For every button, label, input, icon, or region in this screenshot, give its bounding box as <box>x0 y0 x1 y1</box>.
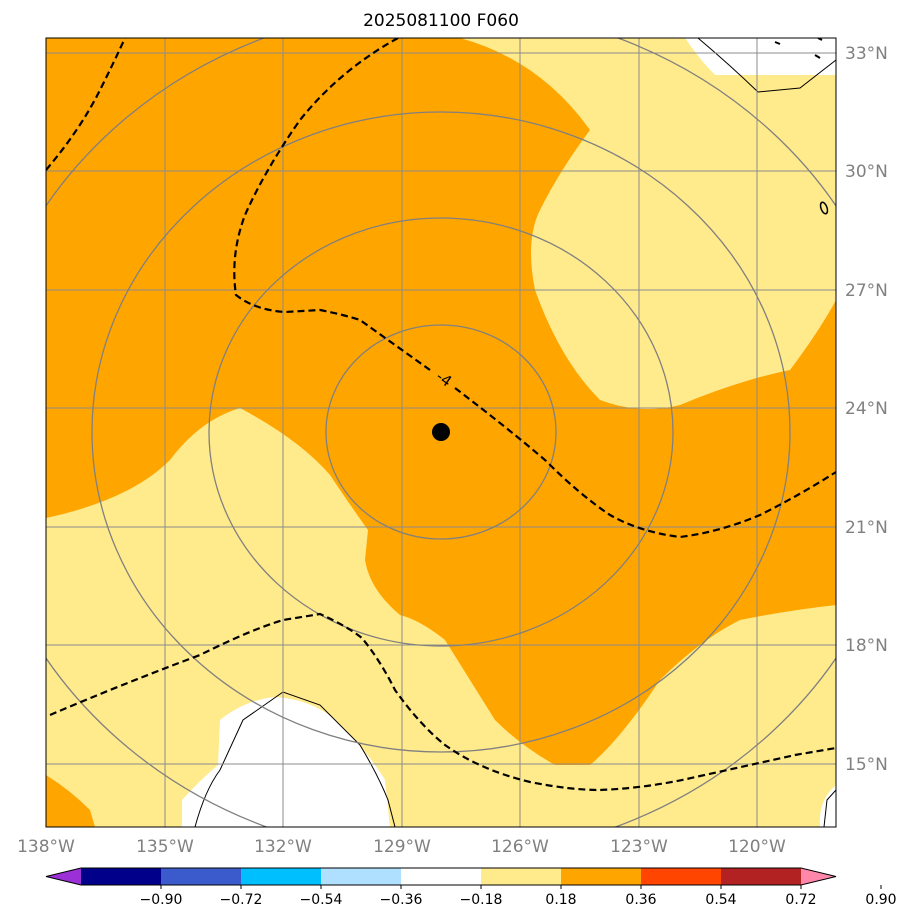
lon-label: 135°W <box>136 837 194 857</box>
lat-label: 30°N <box>845 162 888 182</box>
lon-label: 138°W <box>17 837 75 857</box>
field-orange-bottom-left <box>46 775 95 827</box>
colorbar-tick-label: −0.54 <box>300 892 343 908</box>
colorbar-tick-label: −0.36 <box>380 892 423 908</box>
colorbar-segment <box>721 868 802 885</box>
thin-contour-top-right <box>697 38 836 93</box>
colorbar-tick-label: −0.18 <box>460 892 503 908</box>
latitude-labels: 33°N 30°N 27°N 24°N 21°N 18°N 15°N <box>845 44 888 775</box>
range-rings <box>46 38 836 827</box>
colorbar-segment <box>481 868 562 885</box>
lon-label: 120°W <box>728 837 786 857</box>
lat-label: 33°N <box>845 44 888 64</box>
range-ring-2 <box>208 217 674 647</box>
colorbar-segment <box>641 868 722 885</box>
lat-label: 24°N <box>845 399 888 419</box>
field-white-bottom <box>182 697 390 827</box>
longitude-labels: 138°W 135°W 132°W 129°W 126°W 123°W 120°… <box>17 837 786 857</box>
longitude-gridlines <box>164 38 758 827</box>
colorbar-tick-label: 0.18 <box>545 892 576 908</box>
thin-contour-bottom <box>194 691 396 827</box>
map-panel: -4 <box>46 38 836 827</box>
colorbar-tick-label: 0.36 <box>625 892 656 908</box>
dashed-contour-main <box>233 38 836 539</box>
storm-center-marker <box>432 423 450 441</box>
colorbar-tick-label: 0.72 <box>785 892 816 908</box>
colorbar-tick-label: −0.90 <box>140 892 183 908</box>
colorbar-tick-label: 0.54 <box>705 892 736 908</box>
field-white-bottom-right <box>819 785 836 827</box>
lat-label: 18°N <box>845 636 888 656</box>
range-ring-3 <box>91 111 791 753</box>
colorbar-segment <box>561 868 642 885</box>
field-white-top-right <box>685 38 836 75</box>
lon-label: 123°W <box>610 837 668 857</box>
dashed-contour-top-left <box>46 38 127 171</box>
lat-label: 15°N <box>845 755 888 775</box>
colorbar-extend-low <box>46 868 81 885</box>
lat-label: 27°N <box>845 281 888 301</box>
colorbar-segment <box>401 868 482 885</box>
latitude-gridlines <box>46 52 836 765</box>
colorbar-outline <box>45 867 837 886</box>
colorbar-segment <box>321 868 402 885</box>
dashed-contours <box>46 38 836 792</box>
thin-contour-bottom-right <box>823 789 836 827</box>
small-contour <box>819 201 829 215</box>
map-frame <box>45 37 837 828</box>
dashed-contour-lower <box>49 612 836 792</box>
colorbar-tick-label: 0.90 <box>865 892 896 908</box>
lat-label: 21°N <box>845 518 888 538</box>
colorbar-segment <box>81 868 162 885</box>
lon-label: 126°W <box>491 837 549 857</box>
colorbar-segment <box>161 868 242 885</box>
colorbar-extend-high <box>801 868 836 885</box>
colorbar-segment <box>241 868 322 885</box>
colorbar: −0.90 −0.72 −0.54 −0.36 −0.18 0.18 0.36 0.54 0.7… <box>45 867 897 908</box>
range-ring-1 <box>325 324 557 540</box>
lon-label: 129°W <box>373 837 431 857</box>
chart-title: 2025081100 F060 <box>363 11 519 31</box>
lon-label: 132°W <box>254 837 312 857</box>
colorbar-tick-label: −0.72 <box>220 892 263 908</box>
